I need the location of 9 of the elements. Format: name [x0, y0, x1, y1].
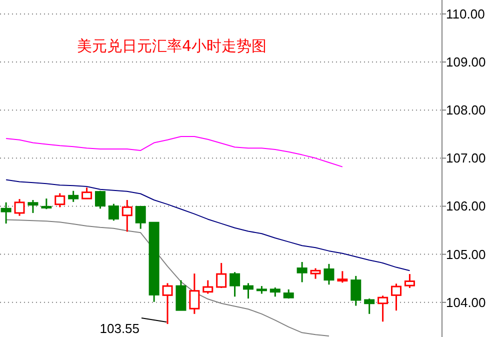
y-tick-label: 108.00 [446, 102, 486, 118]
y-tick-label: 107.00 [446, 150, 486, 166]
annotation: 103.55 [100, 321, 140, 336]
y-tick-label: 109.00 [446, 54, 486, 70]
y-tick-label: 104.00 [446, 294, 486, 310]
y-tick-label: 106.00 [446, 198, 486, 214]
y-tick-label: 110.00 [446, 6, 485, 22]
y-tick-label: 105.00 [446, 246, 486, 262]
text: 美元兑日元汇率4小时走势图 [77, 37, 267, 55]
